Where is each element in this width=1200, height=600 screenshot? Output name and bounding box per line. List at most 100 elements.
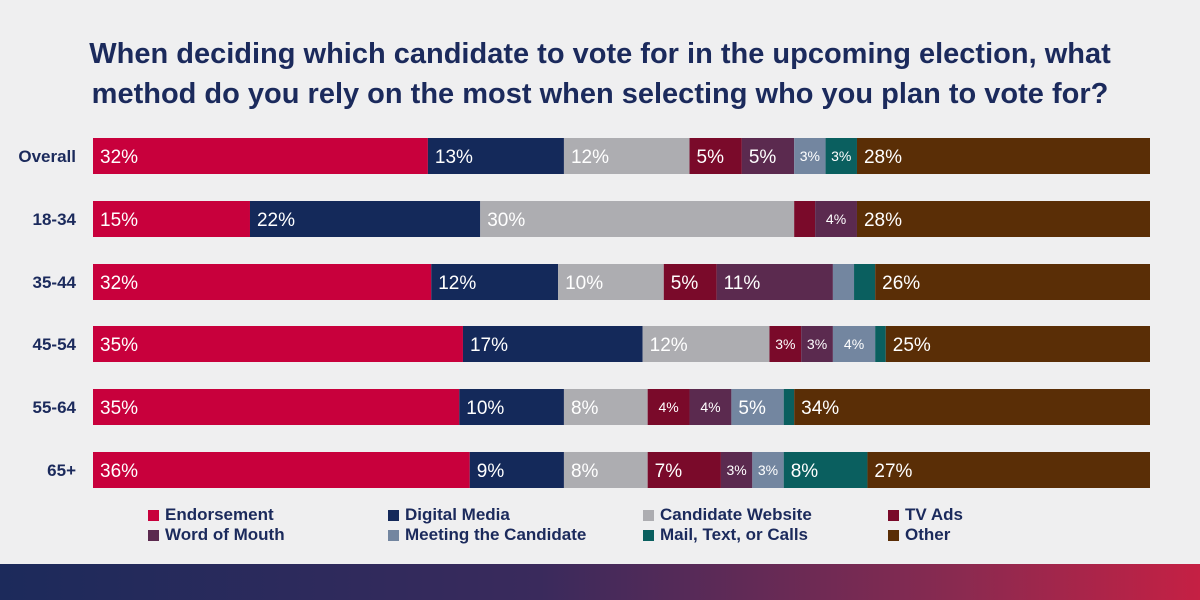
- bar-segment: [875, 326, 886, 362]
- data-label: 8%: [791, 461, 819, 482]
- legend-item: TV Ads: [888, 505, 1088, 525]
- data-label: 8%: [571, 461, 599, 482]
- legend-swatch: [388, 509, 399, 521]
- data-label: 35%: [100, 398, 138, 419]
- category-label: 35-44: [33, 273, 77, 292]
- data-label: 15%: [100, 210, 138, 231]
- data-label: 32%: [100, 147, 138, 168]
- data-label: 22%: [257, 210, 295, 231]
- data-label: 9%: [477, 461, 505, 482]
- data-label: 27%: [874, 461, 912, 482]
- data-label: 35%: [100, 335, 138, 356]
- data-label: 26%: [882, 273, 920, 294]
- data-label: 3%: [727, 462, 747, 478]
- legend-item: Meeting the Candidate: [388, 525, 643, 545]
- data-label: 13%: [435, 147, 473, 168]
- bar-segment: [854, 264, 876, 300]
- legend-label: Endorsement: [165, 505, 274, 524]
- bar-segment: [459, 389, 564, 425]
- data-label: 8%: [571, 398, 599, 419]
- bar-segment: [752, 452, 784, 488]
- bar-segment: [794, 389, 1150, 425]
- data-label: 5%: [738, 398, 766, 419]
- data-label: 12%: [571, 147, 609, 168]
- bar-segment: [825, 138, 857, 174]
- bar-segment: [563, 452, 648, 488]
- legend-item: Mail, Text, or Calls: [643, 525, 888, 545]
- data-label: 30%: [487, 210, 525, 231]
- data-label: 17%: [470, 335, 508, 356]
- footer-gradient-band: [0, 564, 1200, 600]
- legend-item: Word of Mouth: [148, 525, 388, 545]
- data-label: 3%: [807, 336, 827, 352]
- data-label: 5%: [671, 273, 699, 294]
- bar-segment: [689, 138, 742, 174]
- bar-segment: [769, 326, 802, 362]
- bar-segment: [783, 452, 868, 488]
- category-label: 65+: [47, 461, 76, 480]
- category-label: 55-64: [33, 398, 77, 417]
- data-label: 28%: [864, 210, 902, 231]
- bar-segment: [93, 326, 463, 362]
- legend-item: Candidate Website: [643, 505, 888, 525]
- data-label: 4%: [700, 399, 720, 415]
- bar-segment: [832, 264, 855, 300]
- bar-segment: [563, 389, 648, 425]
- bar-segment: [885, 326, 1150, 362]
- bar-segment: [783, 389, 795, 425]
- data-label: 5%: [749, 147, 777, 168]
- legend-swatch: [388, 529, 399, 541]
- bar-segment: [93, 264, 432, 300]
- bar-segment: [832, 326, 876, 362]
- data-label: 28%: [864, 147, 902, 168]
- data-label: 4%: [844, 336, 864, 352]
- data-label: 7%: [655, 461, 683, 482]
- category-label: 45-54: [33, 335, 77, 354]
- bar-segment: [689, 389, 732, 425]
- legend-item: Other: [888, 525, 1088, 545]
- legend-swatch: [888, 529, 899, 541]
- bar-segment: [663, 264, 717, 300]
- bar-segment: [462, 326, 643, 362]
- bar-segment: [469, 452, 564, 488]
- category-label: 18-34: [33, 210, 77, 229]
- bar-segment: [558, 264, 664, 300]
- bar-segment: [794, 201, 816, 237]
- bar-segment: [249, 201, 481, 237]
- bar-segment: [720, 452, 753, 488]
- bar-segment: [867, 452, 1150, 488]
- data-label: 12%: [438, 273, 476, 294]
- legend-swatch: [643, 529, 654, 541]
- bar-segment: [93, 201, 250, 237]
- data-label: 34%: [801, 398, 839, 419]
- legend-swatch: [148, 529, 159, 541]
- data-label: 11%: [724, 273, 761, 294]
- legend-label: TV Ads: [905, 505, 963, 524]
- data-label: 10%: [565, 273, 603, 294]
- legend-swatch: [148, 509, 159, 521]
- legend-item: Digital Media: [388, 505, 643, 525]
- bar-segment: [647, 389, 690, 425]
- chart-title: When deciding which candidate to vote fo…: [89, 38, 1111, 110]
- bar-segment: [93, 138, 428, 174]
- data-label: 4%: [826, 211, 846, 227]
- bar-segment: [741, 138, 795, 174]
- bar-segment: [563, 138, 690, 174]
- bar-segment: [480, 201, 795, 237]
- data-label: 12%: [650, 335, 688, 356]
- bar-segment: [856, 201, 1150, 237]
- data-label: 3%: [775, 336, 795, 352]
- legend-label: Other: [905, 525, 951, 544]
- bar-segment: [875, 264, 1150, 300]
- legend-label: Digital Media: [405, 505, 510, 524]
- data-label: 25%: [893, 335, 931, 356]
- legend-swatch: [643, 509, 654, 521]
- legend-item: Endorsement: [148, 505, 388, 525]
- legend-swatch: [888, 509, 899, 521]
- legend-label: Meeting the Candidate: [405, 525, 587, 544]
- bar-segment: [642, 326, 770, 362]
- bar-segment: [431, 264, 559, 300]
- data-label: 32%: [100, 273, 138, 294]
- data-label: 3%: [758, 462, 778, 478]
- bar-segment: [815, 201, 857, 237]
